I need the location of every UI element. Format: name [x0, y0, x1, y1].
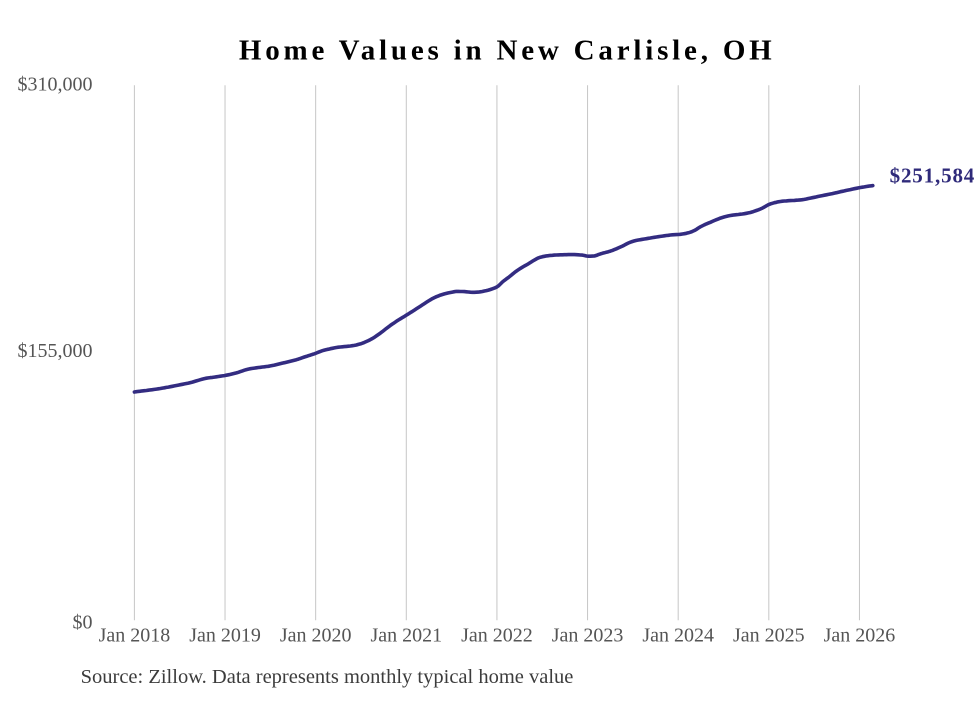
svg-text:Jan 2021: Jan 2021	[370, 625, 442, 647]
svg-text:Jan 2025: Jan 2025	[733, 625, 805, 647]
svg-text:Jan 2018: Jan 2018	[99, 625, 171, 647]
svg-text:Jan 2019: Jan 2019	[189, 625, 261, 647]
svg-text:Jan 2020: Jan 2020	[280, 625, 352, 647]
svg-text:$0: $0	[73, 612, 93, 634]
svg-text:Source: Zillow. Data represent: Source: Zillow. Data represents monthly …	[81, 666, 574, 688]
svg-text:Jan 2022: Jan 2022	[461, 625, 533, 647]
svg-text:Jan 2024: Jan 2024	[642, 625, 714, 647]
svg-text:$310,000: $310,000	[18, 74, 93, 96]
svg-text:Jan 2026: Jan 2026	[824, 625, 896, 647]
svg-text:Jan 2023: Jan 2023	[552, 625, 624, 647]
svg-text:$251,584: $251,584	[890, 163, 976, 187]
svg-text:Home Values in New Carlisle, O: Home Values in New Carlisle, OH	[239, 34, 776, 66]
svg-text:$155,000: $155,000	[18, 340, 93, 362]
